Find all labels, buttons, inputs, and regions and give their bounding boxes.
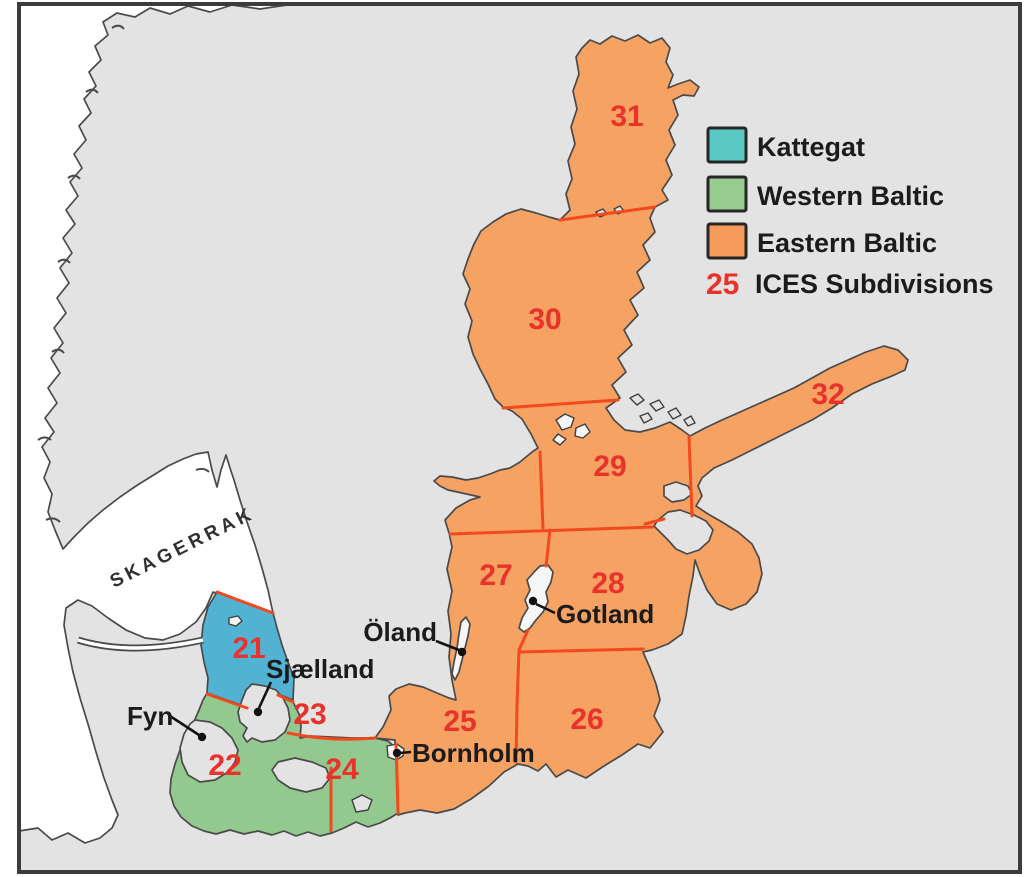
region-eastern-baltic [374,34,909,816]
boundary-21-23 [276,693,295,704]
boundary-30-31 [558,205,657,222]
legend-subdivision-key-label: ICES Subdivisions [755,269,994,299]
legend-swatch-western-baltic [706,175,748,213]
bornholm-pointer-line [399,750,412,755]
legend-label-eastern-baltic: Eastern Baltic [757,228,937,258]
boundary-29-30 [501,398,620,410]
legend-swatch-eastern-baltic [706,222,748,260]
boundary-23-24 [286,731,377,741]
subdivision-number-22: 22 [208,749,241,782]
island-laeso [228,615,243,627]
place-markers [169,596,556,758]
island-ruegen [351,794,373,813]
island-hiiumaa [663,481,693,503]
sjaelland-dot [253,707,263,717]
boundary-27-29 [448,525,655,536]
oland-pointer-line [435,639,460,652]
fyn-label: Fyn [127,701,173,731]
legend-subdivision-number-sample: 25 [706,268,739,301]
subdivision-number-23: 23 [293,698,326,731]
subdivision-number-30: 30 [528,303,561,336]
sjaelland-label: Sjælland [266,654,374,684]
legend-label-western-baltic: Western Baltic [757,181,944,211]
subdivision-number-21: 21 [232,632,265,665]
subdivision-number-29: 29 [593,450,626,483]
limfjord [76,636,204,652]
boundary-21-22 [205,692,249,710]
boundary-27-28-north [544,528,552,568]
fyn-pointer-line [169,714,200,737]
aland-islands [552,413,591,446]
map-frame [17,2,1022,874]
subdivision-boundaries [205,205,694,833]
bornholm-dot [392,748,402,758]
subdivision-number-32: 32 [811,378,844,411]
legend: Kattegat Western Baltic Eastern Baltic 2… [706,126,994,301]
island-fyn [179,719,239,783]
fyn-dot [197,732,207,742]
boundary-27-28-south [517,628,530,652]
boundary-29-32 [687,435,694,518]
bornholm-label: Bornholm [412,738,535,768]
legend-swatch-kattegat [706,126,748,164]
subdivision-number-31: 31 [610,100,643,133]
boundary-25-26 [514,648,521,764]
gotland-pointer-line [535,602,556,615]
sjaelland-pointer-line [257,681,273,709]
boundary-28-riga [643,517,666,526]
subdivision-number-24: 24 [325,753,359,786]
boundary-26-28 [517,647,645,654]
subdivision-number-26: 26 [570,703,603,736]
finnish-archipelago-islets [595,205,696,427]
gotland-dot [528,596,538,606]
oland-label: Öland [363,617,437,647]
gotland-label: Gotland [556,599,654,629]
subdivision-number-25: 25 [443,705,476,738]
legend-label-kattegat: Kattegat [757,132,865,162]
boundary-21-skagerrak [215,590,275,615]
norwegian-skerries [37,24,210,523]
boundary-29-west [538,450,545,530]
island-saaremaa [653,509,714,555]
island-lolland-falster [271,757,331,793]
subdivision-number-27: 27 [479,559,512,592]
oland-dot [457,647,467,657]
subdivision-number-28: 28 [591,567,624,600]
